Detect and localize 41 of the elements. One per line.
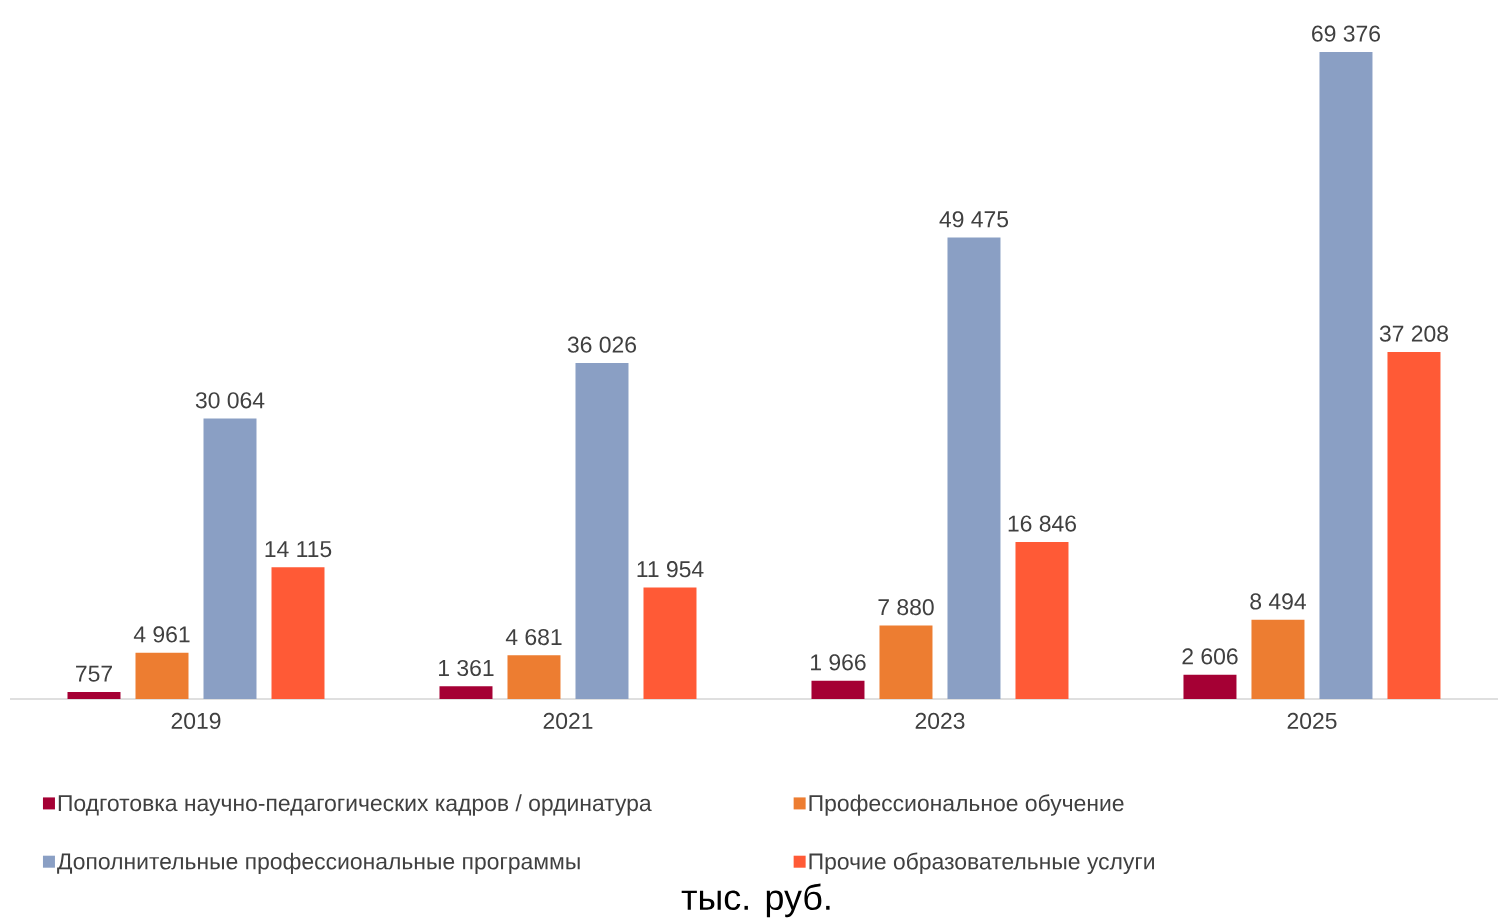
bar bbox=[135, 652, 189, 699]
data-label: 757 bbox=[76, 665, 112, 682]
x-tick-label: 2021 bbox=[543, 712, 593, 729]
bar bbox=[1251, 619, 1305, 699]
bar bbox=[507, 655, 561, 699]
data-label: 1 361 bbox=[439, 659, 494, 677]
data-label: 37 208 bbox=[1379, 325, 1448, 342]
bar bbox=[879, 625, 933, 699]
bar bbox=[439, 686, 493, 699]
text: тыс. руб. bbox=[681, 883, 830, 918]
data-label: 2 606 bbox=[1182, 648, 1238, 665]
bar bbox=[1015, 541, 1069, 699]
legend-label: Прочие образовательные услуги bbox=[809, 852, 1154, 875]
data-label: 16 846 bbox=[1008, 515, 1076, 532]
bar bbox=[643, 587, 697, 699]
bar bbox=[575, 362, 629, 699]
data-label: 69 376 bbox=[1312, 25, 1380, 42]
data-label: 36 026 bbox=[567, 336, 636, 353]
x-tick-label: 2025 bbox=[1287, 712, 1337, 729]
data-label: 30 064 bbox=[195, 392, 265, 409]
bar bbox=[947, 237, 1001, 699]
x-tick-label: 2023 bbox=[915, 712, 965, 729]
legend-label: Подготовка научно-педагогических кадров / ординатура bbox=[58, 794, 652, 816]
x-tick-label: 2019 bbox=[171, 712, 221, 729]
legend-label: Дополнительные профессиональные программы bbox=[57, 852, 580, 875]
bar bbox=[67, 691, 121, 699]
data-label: 14 115 bbox=[265, 541, 332, 558]
data-label: 4 961 bbox=[133, 626, 190, 643]
bar bbox=[1183, 674, 1237, 699]
data-label: 1 966 bbox=[811, 654, 866, 671]
data-label: 49 475 bbox=[939, 211, 1009, 228]
data-label: 4 681 bbox=[505, 628, 562, 646]
data-label: 8 494 bbox=[1250, 593, 1306, 610]
bar bbox=[203, 418, 257, 699]
bar bbox=[271, 567, 325, 699]
data-label: 11 954 bbox=[637, 561, 704, 578]
bar bbox=[1319, 51, 1373, 699]
bar bbox=[1387, 351, 1441, 699]
data-label: 7 880 bbox=[878, 599, 934, 616]
legend-label: Профессиональное обучение bbox=[809, 794, 1124, 816]
bar bbox=[811, 680, 865, 699]
